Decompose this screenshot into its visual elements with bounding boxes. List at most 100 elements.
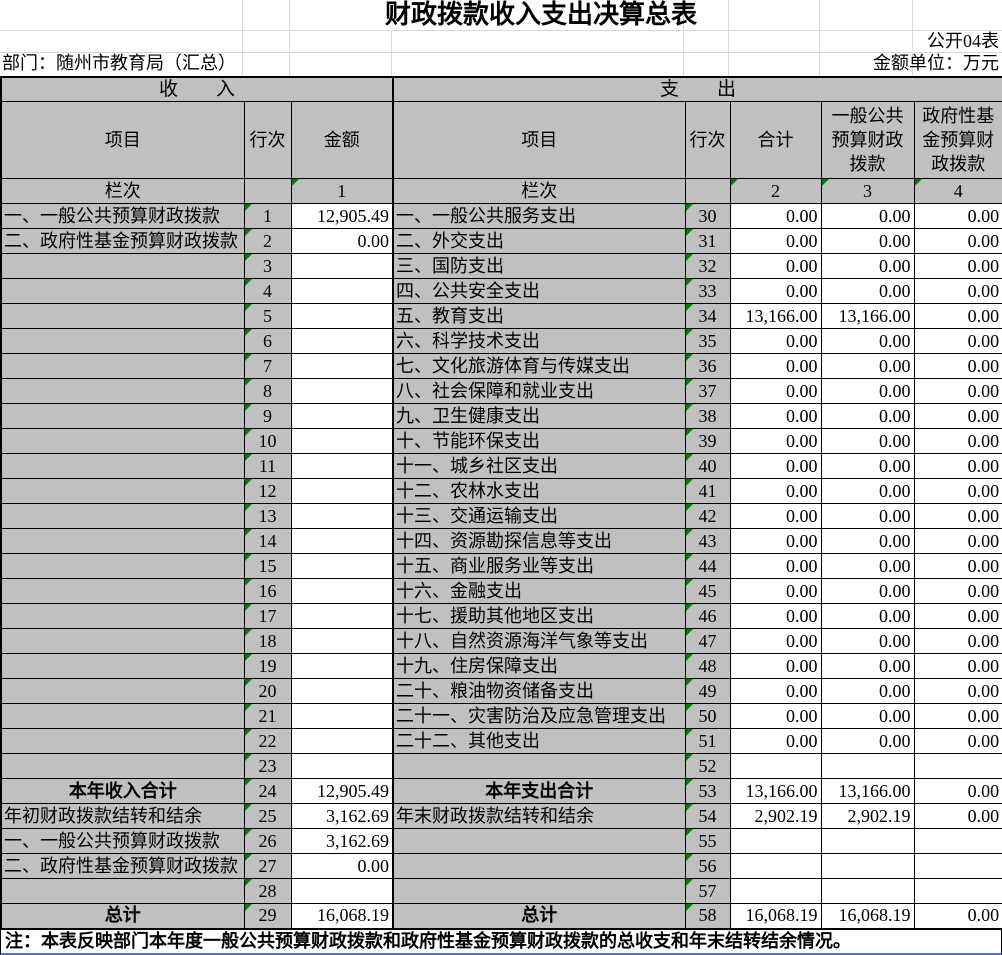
expenditure-gov-fund-cell[interactable]: 0.00: [913, 203, 1002, 229]
expenditure-general-budget-cell[interactable]: 0.00: [820, 528, 915, 554]
general-budget-header[interactable]: 一般公共预算财政拨款: [820, 101, 915, 179]
income-line-cell[interactable]: 27: [243, 853, 292, 879]
expenditure-gov-fund-cell[interactable]: 0.00: [913, 553, 1002, 579]
expenditure-general-budget-cell[interactable]: 0.00: [820, 503, 915, 529]
expenditure-general-budget-cell[interactable]: 0.00: [820, 628, 915, 654]
expenditure-line-cell[interactable]: 31: [684, 228, 731, 254]
expenditure-total-cell[interactable]: 0.00: [729, 478, 822, 504]
income-amount-cell[interactable]: 12,905.49: [290, 203, 394, 229]
expenditure-line-cell[interactable]: 54: [684, 803, 731, 829]
income-item-cell[interactable]: [0, 528, 245, 554]
expenditure-line-cell[interactable]: 57: [684, 878, 731, 904]
income-amount-cell[interactable]: [290, 303, 394, 329]
expenditure-total-cell[interactable]: 0.00: [729, 428, 822, 454]
expenditure-general-budget-cell[interactable]: 0.00: [820, 578, 915, 604]
expenditure-total-cell[interactable]: 0.00: [729, 703, 822, 729]
income-item-cell[interactable]: [0, 753, 245, 779]
income-item-cell[interactable]: 年初财政拨款结转和结余: [0, 803, 245, 829]
expenditure-item-cell[interactable]: 三、国防支出: [392, 253, 686, 279]
income-amount-cell[interactable]: [290, 753, 394, 779]
income-amount-cell[interactable]: [290, 478, 394, 504]
income-item-cell[interactable]: [0, 328, 245, 354]
income-amount-cell[interactable]: [290, 728, 394, 754]
expenditure-item-cell[interactable]: [392, 753, 686, 779]
expenditure-gov-fund-cell[interactable]: [913, 753, 1002, 779]
income-col-number[interactable]: 1: [290, 178, 394, 204]
expenditure-item-cell[interactable]: 十一、城乡社区支出: [392, 453, 686, 479]
income-amount-cell[interactable]: [290, 353, 394, 379]
expenditure-lanci-blank[interactable]: [684, 178, 731, 204]
expenditure-line-cell[interactable]: 47: [684, 628, 731, 654]
income-amount-header[interactable]: 金额: [290, 101, 394, 179]
expenditure-general-budget-cell[interactable]: 0.00: [820, 253, 915, 279]
income-line-cell[interactable]: 6: [243, 328, 292, 354]
income-line-cell[interactable]: 19: [243, 653, 292, 679]
income-amount-cell[interactable]: [290, 678, 394, 704]
income-line-cell[interactable]: 4: [243, 278, 292, 304]
expenditure-general-budget-cell[interactable]: 0.00: [820, 228, 915, 254]
income-line-cell[interactable]: 22: [243, 728, 292, 754]
expenditure-total-cell[interactable]: 0.00: [729, 728, 822, 754]
expenditure-general-budget-cell[interactable]: 0.00: [820, 403, 915, 429]
income-line-cell[interactable]: 15: [243, 553, 292, 579]
expenditure-gov-fund-cell[interactable]: 0.00: [913, 628, 1002, 654]
expenditure-gov-fund-cell[interactable]: [913, 853, 1002, 879]
expenditure-item-cell[interactable]: 十二、农林水支出: [392, 478, 686, 504]
expenditure-general-budget-cell[interactable]: 0.00: [820, 553, 915, 579]
expenditure-item-cell[interactable]: 二十、粮油物资储备支出: [392, 678, 686, 704]
income-amount-cell[interactable]: [290, 378, 394, 404]
expenditure-total-cell[interactable]: 0.00: [729, 578, 822, 604]
expenditure-gov-fund-cell[interactable]: 0.00: [913, 803, 1002, 829]
expenditure-item-cell[interactable]: 二、外交支出: [392, 228, 686, 254]
expenditure-item-cell[interactable]: [392, 828, 686, 854]
gov-fund-header[interactable]: 政府性基金预算财政拨款: [913, 101, 1002, 179]
expenditure-gov-fund-cell[interactable]: 0.00: [913, 678, 1002, 704]
income-line-cell[interactable]: 16: [243, 578, 292, 604]
expenditure-item-cell[interactable]: 一、一般公共服务支出: [392, 203, 686, 229]
income-line-cell[interactable]: 21: [243, 703, 292, 729]
expenditure-line-cell[interactable]: 41: [684, 478, 731, 504]
expenditure-gov-fund-cell[interactable]: 0.00: [913, 428, 1002, 454]
expenditure-general-budget-cell[interactable]: [820, 853, 915, 879]
income-item-cell[interactable]: [0, 728, 245, 754]
expenditure-general-budget-cell[interactable]: 0.00: [820, 728, 915, 754]
expenditure-general-budget-cell[interactable]: 0.00: [820, 603, 915, 629]
expenditure-gov-fund-cell[interactable]: [913, 878, 1002, 904]
income-item-cell[interactable]: 本年收入合计: [0, 778, 245, 804]
expenditure-general-budget-cell[interactable]: 2,902.19: [820, 803, 915, 829]
expenditure-total-cell[interactable]: 0.00: [729, 378, 822, 404]
income-item-cell[interactable]: [0, 553, 245, 579]
income-line-cell[interactable]: 12: [243, 478, 292, 504]
expenditure-gov-fund-cell[interactable]: 0.00: [913, 903, 1002, 929]
expenditure-lanci-label[interactable]: 栏次: [392, 178, 686, 204]
expenditure-general-budget-cell[interactable]: [820, 878, 915, 904]
expenditure-total-header[interactable]: 合计: [729, 101, 822, 179]
expenditure-total-cell[interactable]: 0.00: [729, 253, 822, 279]
income-line-cell[interactable]: 17: [243, 603, 292, 629]
income-amount-cell[interactable]: [290, 603, 394, 629]
income-amount-cell[interactable]: [290, 578, 394, 604]
expenditure-item-cell[interactable]: 十七、援助其他地区支出: [392, 603, 686, 629]
income-item-cell[interactable]: [0, 278, 245, 304]
expenditure-line-cell[interactable]: 55: [684, 828, 731, 854]
expenditure-line-cell[interactable]: 56: [684, 853, 731, 879]
expenditure-general-budget-cell[interactable]: 0.00: [820, 278, 915, 304]
income-line-cell[interactable]: 26: [243, 828, 292, 854]
income-item-header[interactable]: 项目: [0, 101, 245, 179]
expenditure-total-cell[interactable]: [729, 828, 822, 854]
income-amount-cell[interactable]: 0.00: [290, 228, 394, 254]
expenditure-item-header[interactable]: 项目: [392, 101, 686, 179]
income-line-cell[interactable]: 1: [243, 203, 292, 229]
expenditure-item-cell[interactable]: 二十二、其他支出: [392, 728, 686, 754]
expenditure-general-budget-cell[interactable]: 13,166.00: [820, 778, 915, 804]
expenditure-line-cell[interactable]: 53: [684, 778, 731, 804]
income-item-cell[interactable]: 总计: [0, 903, 245, 929]
expenditure-general-budget-cell[interactable]: 0.00: [820, 478, 915, 504]
income-lanci-blank[interactable]: [243, 178, 292, 204]
expenditure-line-cell[interactable]: 44: [684, 553, 731, 579]
expenditure-item-cell[interactable]: 十四、资源勘探信息等支出: [392, 528, 686, 554]
expenditure-item-cell[interactable]: 七、文化旅游体育与传媒支出: [392, 353, 686, 379]
expenditure-total-cell[interactable]: 0.00: [729, 228, 822, 254]
income-item-cell[interactable]: [0, 378, 245, 404]
income-item-cell[interactable]: 一、一般公共预算财政拨款: [0, 828, 245, 854]
